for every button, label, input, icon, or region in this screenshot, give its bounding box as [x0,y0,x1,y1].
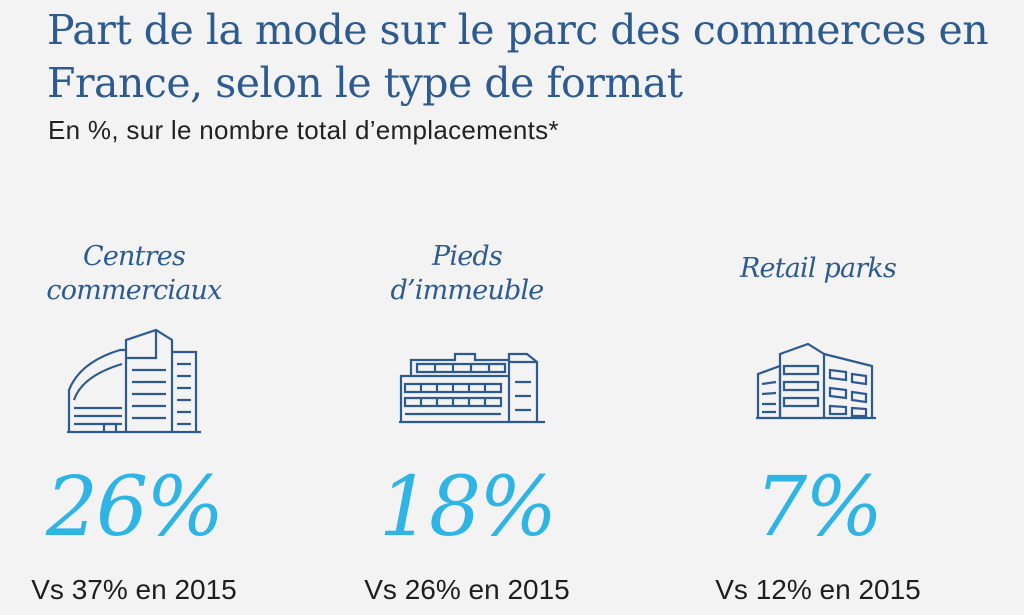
category-label-line: d’immeuble [390,275,545,306]
comparison-text: Vs 12% en 2015 [715,574,921,605]
value-percentage: 7% [754,460,883,555]
category-label: Pieds d’immeuble [317,240,617,308]
category-label-line: Pieds [432,241,503,272]
category-label-line: commerciaux [46,275,222,306]
category-label: Retail parks [668,252,968,286]
page-title: Part de la mode sur le parc des commerce… [47,6,989,107]
retail-park-building-icon [754,342,878,425]
value-percentage: 26% [45,460,224,555]
value-percentage: 18% [378,460,557,555]
shopping-center-building-icon [64,328,204,439]
stat-column-retail-parks: Retail parks 7% Vs 12% en 2015 [668,236,968,615]
category-label-line: Retail parks [739,253,897,284]
category-label-line: Centres [82,241,186,272]
stat-column-centres-commerciaux: Centres commerciaux 26% Vs 37% en 2015 [0,236,284,615]
comparison-text: Vs 37% en 2015 [31,574,237,605]
page-subtitle: En %, sur le nombre total d’emplacements… [48,115,559,145]
category-label: Centres commerciaux [0,240,284,308]
street-building-icon [397,352,547,429]
stat-column-pieds-immeuble: Pieds d’immeuble 18% Vs 26% en 2015 [317,236,617,615]
comparison-text: Vs 26% en 2015 [364,574,570,605]
